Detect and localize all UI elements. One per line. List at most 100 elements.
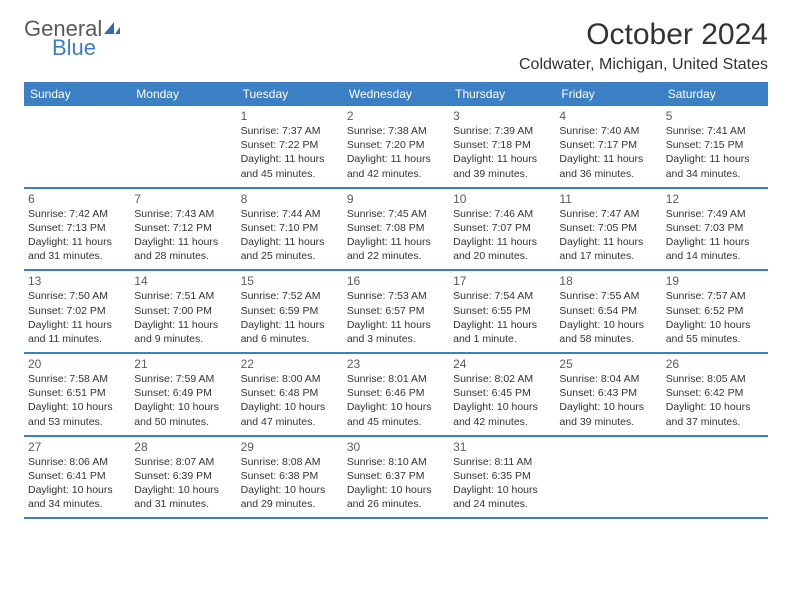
sunset-line: Sunset: 7:22 PM xyxy=(241,138,339,152)
day-cell: 28Sunrise: 8:07 AMSunset: 6:39 PMDayligh… xyxy=(130,437,236,518)
day-cell: 11Sunrise: 7:47 AMSunset: 7:05 PMDayligh… xyxy=(555,189,661,270)
day-number: 23 xyxy=(347,357,445,371)
week-row: 13Sunrise: 7:50 AMSunset: 7:02 PMDayligh… xyxy=(24,271,768,354)
daylight-line: Daylight: 10 hours xyxy=(559,318,657,332)
sunrise-line: Sunrise: 8:06 AM xyxy=(28,455,126,469)
day-cell: 7Sunrise: 7:43 AMSunset: 7:12 PMDaylight… xyxy=(130,189,236,270)
daylight-line: and 9 minutes. xyxy=(134,332,232,346)
daylight-line: and 34 minutes. xyxy=(666,167,764,181)
sunset-line: Sunset: 7:03 PM xyxy=(666,221,764,235)
daylight-line: and 17 minutes. xyxy=(559,249,657,263)
daylight-line: and 36 minutes. xyxy=(559,167,657,181)
sunrise-line: Sunrise: 7:41 AM xyxy=(666,124,764,138)
daylight-line: Daylight: 11 hours xyxy=(347,318,445,332)
day-number: 8 xyxy=(241,192,339,206)
sunrise-line: Sunrise: 7:44 AM xyxy=(241,207,339,221)
daylight-line: and 39 minutes. xyxy=(559,415,657,429)
sunset-line: Sunset: 7:17 PM xyxy=(559,138,657,152)
sunrise-line: Sunrise: 7:57 AM xyxy=(666,289,764,303)
sunrise-line: Sunrise: 8:08 AM xyxy=(241,455,339,469)
day-cell: 19Sunrise: 7:57 AMSunset: 6:52 PMDayligh… xyxy=(662,271,768,352)
sunrise-line: Sunrise: 8:11 AM xyxy=(453,455,551,469)
daylight-line: and 24 minutes. xyxy=(453,497,551,511)
location: Coldwater, Michigan, United States xyxy=(519,56,768,74)
day-number: 3 xyxy=(453,109,551,123)
week-row: 1Sunrise: 7:37 AMSunset: 7:22 PMDaylight… xyxy=(24,106,768,189)
daylight-line: and 28 minutes. xyxy=(134,249,232,263)
logo-word2: Blue xyxy=(52,35,96,60)
daylight-line: Daylight: 10 hours xyxy=(347,400,445,414)
logo: General Blue xyxy=(24,18,122,64)
daylight-line: and 20 minutes. xyxy=(453,249,551,263)
sunrise-line: Sunrise: 7:53 AM xyxy=(347,289,445,303)
day-cell: 31Sunrise: 8:11 AMSunset: 6:35 PMDayligh… xyxy=(449,437,555,518)
day-cell: 10Sunrise: 7:46 AMSunset: 7:07 PMDayligh… xyxy=(449,189,555,270)
daylight-line: Daylight: 10 hours xyxy=(28,483,126,497)
sunset-line: Sunset: 7:15 PM xyxy=(666,138,764,152)
day-cell: 25Sunrise: 8:04 AMSunset: 6:43 PMDayligh… xyxy=(555,354,661,435)
sunrise-line: Sunrise: 8:10 AM xyxy=(347,455,445,469)
sunset-line: Sunset: 6:42 PM xyxy=(666,386,764,400)
sunset-line: Sunset: 6:54 PM xyxy=(559,304,657,318)
daylight-line: Daylight: 11 hours xyxy=(241,318,339,332)
sunrise-line: Sunrise: 7:42 AM xyxy=(28,207,126,221)
day-cell: 24Sunrise: 8:02 AMSunset: 6:45 PMDayligh… xyxy=(449,354,555,435)
sunrise-line: Sunrise: 8:00 AM xyxy=(241,372,339,386)
day-number: 14 xyxy=(134,274,232,288)
day-number: 7 xyxy=(134,192,232,206)
sunset-line: Sunset: 6:46 PM xyxy=(347,386,445,400)
daylight-line: and 22 minutes. xyxy=(347,249,445,263)
daylight-line: and 14 minutes. xyxy=(666,249,764,263)
sunrise-line: Sunrise: 7:46 AM xyxy=(453,207,551,221)
daylight-line: Daylight: 11 hours xyxy=(666,152,764,166)
empty-cell xyxy=(24,106,130,187)
sail-icon xyxy=(102,20,122,41)
sunset-line: Sunset: 7:18 PM xyxy=(453,138,551,152)
day-cell: 6Sunrise: 7:42 AMSunset: 7:13 PMDaylight… xyxy=(24,189,130,270)
sunset-line: Sunset: 6:49 PM xyxy=(134,386,232,400)
day-number: 2 xyxy=(347,109,445,123)
day-cell: 5Sunrise: 7:41 AMSunset: 7:15 PMDaylight… xyxy=(662,106,768,187)
sunrise-line: Sunrise: 8:04 AM xyxy=(559,372,657,386)
day-cell: 15Sunrise: 7:52 AMSunset: 6:59 PMDayligh… xyxy=(237,271,343,352)
day-header: Sunday xyxy=(24,82,130,106)
daylight-line: Daylight: 11 hours xyxy=(453,318,551,332)
daylight-line: Daylight: 11 hours xyxy=(559,235,657,249)
daylight-line: Daylight: 11 hours xyxy=(241,235,339,249)
sunset-line: Sunset: 7:13 PM xyxy=(28,221,126,235)
sunrise-line: Sunrise: 7:52 AM xyxy=(241,289,339,303)
daylight-line: Daylight: 10 hours xyxy=(241,400,339,414)
day-cell: 8Sunrise: 7:44 AMSunset: 7:10 PMDaylight… xyxy=(237,189,343,270)
daylight-line: Daylight: 10 hours xyxy=(666,400,764,414)
day-cell: 12Sunrise: 7:49 AMSunset: 7:03 PMDayligh… xyxy=(662,189,768,270)
day-headers-row: SundayMondayTuesdayWednesdayThursdayFrid… xyxy=(24,82,768,106)
sunset-line: Sunset: 7:10 PM xyxy=(241,221,339,235)
sunset-line: Sunset: 7:08 PM xyxy=(347,221,445,235)
day-number: 10 xyxy=(453,192,551,206)
daylight-line: Daylight: 11 hours xyxy=(347,235,445,249)
daylight-line: and 50 minutes. xyxy=(134,415,232,429)
empty-cell xyxy=(555,437,661,518)
daylight-line: Daylight: 10 hours xyxy=(453,483,551,497)
daylight-line: and 31 minutes. xyxy=(28,249,126,263)
daylight-line: and 39 minutes. xyxy=(453,167,551,181)
daylight-line: and 29 minutes. xyxy=(241,497,339,511)
daylight-line: and 26 minutes. xyxy=(347,497,445,511)
daylight-line: Daylight: 11 hours xyxy=(241,152,339,166)
sunrise-line: Sunrise: 8:05 AM xyxy=(666,372,764,386)
day-cell: 14Sunrise: 7:51 AMSunset: 7:00 PMDayligh… xyxy=(130,271,236,352)
sunrise-line: Sunrise: 7:39 AM xyxy=(453,124,551,138)
sunset-line: Sunset: 6:57 PM xyxy=(347,304,445,318)
day-cell: 27Sunrise: 8:06 AMSunset: 6:41 PMDayligh… xyxy=(24,437,130,518)
day-number: 22 xyxy=(241,357,339,371)
header: General Blue October 2024 Coldwater, Mic… xyxy=(24,18,768,74)
daylight-line: Daylight: 10 hours xyxy=(347,483,445,497)
sunset-line: Sunset: 6:45 PM xyxy=(453,386,551,400)
sunset-line: Sunset: 6:59 PM xyxy=(241,304,339,318)
sunset-line: Sunset: 6:51 PM xyxy=(28,386,126,400)
sunset-line: Sunset: 6:41 PM xyxy=(28,469,126,483)
daylight-line: Daylight: 10 hours xyxy=(666,318,764,332)
day-cell: 22Sunrise: 8:00 AMSunset: 6:48 PMDayligh… xyxy=(237,354,343,435)
daylight-line: Daylight: 10 hours xyxy=(134,400,232,414)
calendar: SundayMondayTuesdayWednesdayThursdayFrid… xyxy=(24,82,768,519)
